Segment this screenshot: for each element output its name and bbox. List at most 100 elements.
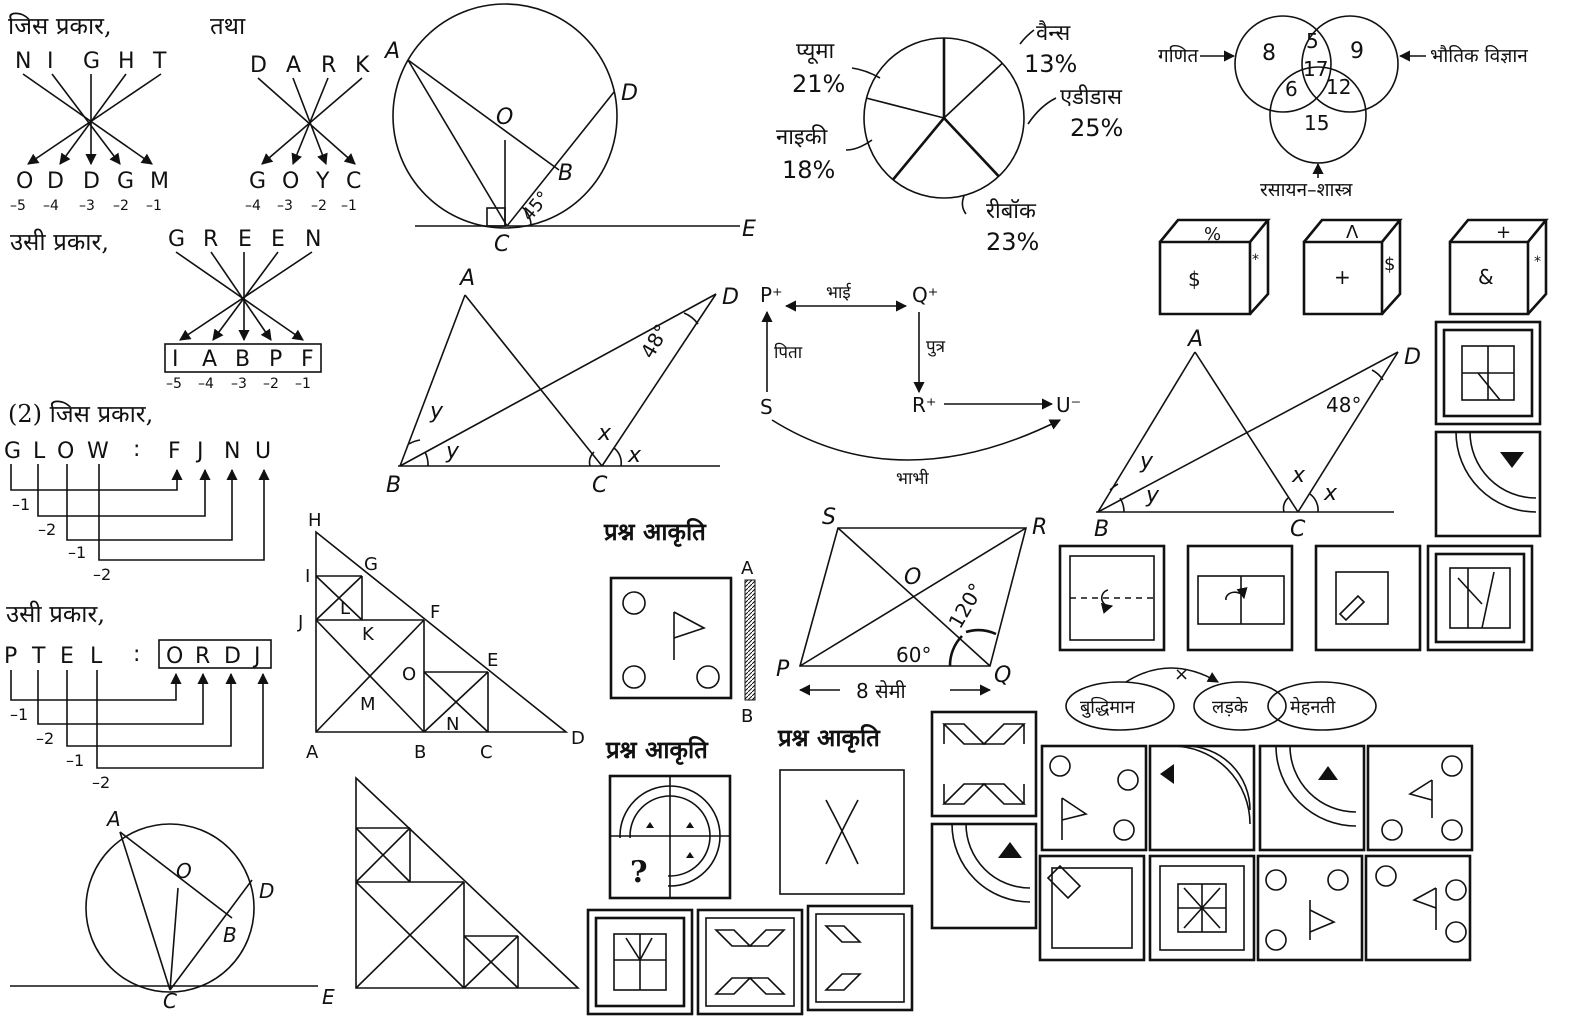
var-label: y — [1145, 483, 1160, 508]
fig-box — [1058, 544, 1166, 652]
fig-box — [1314, 544, 1422, 652]
pie-pct: 13% — [1024, 50, 1077, 78]
colon: : — [133, 642, 140, 667]
shift: –4 — [43, 198, 59, 214]
syllogism-diagram: बुद्धिमान लड़के मेहनती × — [1065, 664, 1377, 731]
shift: –1 — [10, 705, 28, 724]
ptel-code: O — [166, 644, 183, 669]
fig-box — [1434, 320, 1542, 426]
triangle-angle-figure-1: A D B C 48° y y x x — [386, 266, 739, 498]
die-top: Λ — [1346, 222, 1359, 243]
glow-letter: O — [57, 439, 74, 464]
angle-label: 48° — [636, 320, 675, 363]
die-1: % $ * — [1158, 218, 1271, 316]
angle-label: 60° — [896, 643, 931, 667]
pie-slice-4 — [866, 97, 945, 119]
syllogism-set: लड़के — [1212, 696, 1249, 718]
glow-bracket-lines — [10, 464, 270, 561]
dark-code-letter: O — [282, 169, 299, 194]
night-code-letter: D — [47, 169, 64, 194]
fig-box — [930, 710, 1038, 818]
question-figure-heading: प्रश्न आकृति — [605, 735, 709, 765]
fig-box — [1256, 854, 1364, 962]
person-s: S — [760, 395, 773, 419]
night-shifts: –5 –4 –3 –2 –1 — [10, 198, 162, 214]
dark-shifts: –4 –3 –2 –1 — [245, 198, 357, 214]
pt-label: A — [1186, 327, 1203, 352]
shift: –1 — [146, 198, 162, 214]
coding-example-1: जिस प्रकार, तथा N I G H T O D D G M –5 –… — [8, 12, 370, 392]
pt-label: D — [1404, 345, 1421, 370]
venn-label-bottom: रसायन–शास्त्र — [1260, 179, 1353, 201]
venn-diagram: 8 5 9 17 6 12 15 गणित भौतिक विज्ञान रसाय… — [1158, 15, 1528, 201]
fig-box — [586, 908, 694, 1016]
mirror-question: प्रश्न आकृति A B — [603, 517, 756, 727]
pt-label: B — [414, 742, 426, 763]
shift: –2 — [263, 376, 279, 392]
pt-label: G — [364, 554, 378, 575]
die-3: + & * — [1448, 218, 1549, 316]
answer-figure-grid-middle — [930, 710, 1474, 962]
pt-label: I — [305, 566, 310, 587]
pt-label: S — [822, 505, 836, 530]
pt-label: C — [480, 742, 493, 763]
pt-label: O — [176, 859, 192, 883]
fig-box — [1038, 854, 1146, 962]
mirror-label-b: B — [741, 706, 753, 727]
venn-value: 15 — [1304, 111, 1329, 135]
person-r: R⁺ — [912, 393, 936, 417]
var-label: x — [1323, 481, 1338, 506]
venn-value: 17 — [1303, 57, 1328, 81]
pt-label: N — [446, 714, 459, 735]
pt-label: C — [1290, 517, 1306, 542]
pt-label: M — [360, 694, 376, 715]
fig-box — [930, 822, 1038, 930]
eg1-same: उसी प्रकार, — [10, 228, 109, 256]
fig-box — [1258, 744, 1366, 852]
die-top: + — [1496, 222, 1511, 243]
eg2-same: उसी प्रकार, — [6, 600, 105, 628]
green-code: I A B P F — [172, 347, 314, 372]
dark-letter: A — [286, 53, 301, 78]
green-code-letter: B — [235, 347, 250, 372]
venn-value: 9 — [1350, 39, 1364, 64]
triangle-angle-figure-2: A D B C 48° y y x x — [1094, 327, 1421, 542]
venn-value: 5 — [1306, 29, 1319, 53]
ptel-letter: P — [4, 644, 17, 669]
dark-code-letter: C — [346, 169, 361, 194]
fig-box — [806, 904, 914, 1012]
shift: –2 — [36, 729, 54, 748]
glow-letter: W — [87, 439, 109, 464]
pattern-completion-question: प्रश्न आकृति ? — [605, 735, 732, 900]
pie-label: वैन्स — [1036, 20, 1071, 46]
pt-label: P — [776, 657, 790, 682]
pie-slice-1 — [943, 62, 1003, 119]
mirror-label-a: A — [741, 558, 754, 579]
shift: –1 — [68, 543, 86, 562]
shift: –2 — [93, 565, 111, 584]
pt-label: O — [402, 664, 416, 685]
pie-pct: 23% — [986, 228, 1039, 256]
die-side: $ — [1384, 254, 1395, 275]
venn-value: 8 — [1262, 41, 1276, 66]
pt-label: C — [592, 473, 608, 498]
fig-box — [696, 908, 804, 1016]
shift: –4 — [198, 376, 214, 392]
rel-son: पुत्र — [926, 337, 946, 357]
dark-code: G O Y C — [249, 169, 361, 194]
pt-label: K — [362, 624, 375, 645]
fig-box — [1426, 544, 1534, 652]
fig-box — [1364, 854, 1472, 962]
pie-pct: 25% — [1070, 114, 1123, 142]
question-figure-heading: प्रश्न आकृति — [777, 723, 881, 753]
shift: –3 — [277, 198, 293, 214]
var-label: y — [445, 439, 460, 464]
die-side: * — [1252, 252, 1259, 268]
glow-code: N — [224, 439, 240, 464]
ptel-letter: L — [90, 644, 103, 669]
pt-label: L — [340, 598, 350, 619]
venn-label-right: भौतिक विज्ञान — [1430, 44, 1528, 67]
shift: –3 — [231, 376, 247, 392]
rel-father: पिता — [774, 342, 803, 363]
